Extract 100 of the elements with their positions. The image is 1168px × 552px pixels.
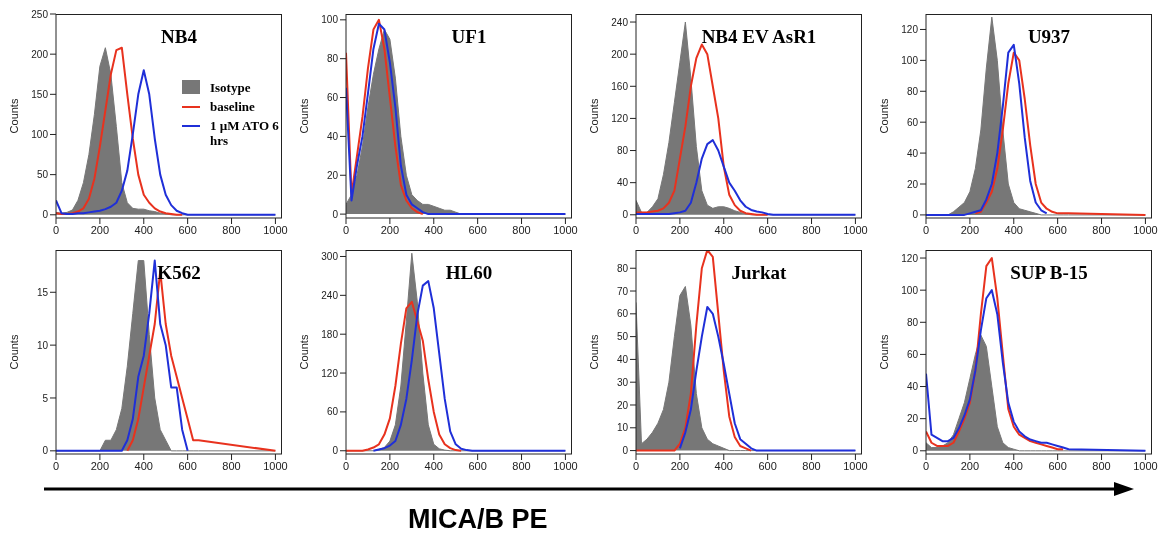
line-series <box>636 43 769 216</box>
y-tick-label: 160 <box>611 80 629 92</box>
legend-label: baseline <box>210 99 256 114</box>
y-axis-title: Counts <box>587 334 600 370</box>
y-axis-title: Counts <box>7 98 20 134</box>
x-tick-label: 600 <box>178 223 197 236</box>
y-tick-label: 5 <box>42 392 49 404</box>
x-tick-label: 400 <box>424 223 443 236</box>
x-tick-label: 800 <box>1092 459 1111 472</box>
y-tick-label: 50 <box>616 331 629 343</box>
text: U937 <box>1026 26 1072 48</box>
line-series <box>346 300 463 452</box>
y-tick-label: 240 <box>321 289 339 301</box>
y-tick-label: 40 <box>906 147 919 159</box>
x-tick-label: 400 <box>134 459 153 472</box>
y-tick-label: 10 <box>36 339 49 351</box>
x-tick-label: 800 <box>512 459 531 472</box>
y-tick-label: 0 <box>42 445 49 457</box>
y-tick-label: 0 <box>42 209 49 221</box>
y-tick-label: 300 <box>321 251 339 263</box>
x-tick-label: 1000 <box>553 459 578 472</box>
y-tick-label: 100 <box>31 129 49 141</box>
x-tick-label: 400 <box>1004 459 1023 472</box>
text: UF1 <box>450 26 488 48</box>
line-series <box>636 139 857 216</box>
y-tick-label: 100 <box>321 14 339 26</box>
x-tick-label: 0 <box>632 223 640 236</box>
y-tick-label: 0 <box>622 445 629 457</box>
y-tick-label: 50 <box>36 169 49 181</box>
x-tick-label: 400 <box>424 459 443 472</box>
x-tick-label: 0 <box>342 223 350 236</box>
x-tick-label: 600 <box>758 223 777 236</box>
x-tick-label: 600 <box>758 459 777 472</box>
x-tick-label: 200 <box>670 223 690 236</box>
y-tick-label: 120 <box>611 112 629 124</box>
x-tick-label: 800 <box>802 459 821 472</box>
y-tick-label: 10 <box>616 422 629 434</box>
legend-label: 1 µM ATO 6 hrs <box>210 118 280 148</box>
y-tick-label: 40 <box>616 177 629 189</box>
x-tick-label: 0 <box>922 459 930 472</box>
text: K562 <box>156 262 202 284</box>
y-tick-label: 200 <box>31 48 49 60</box>
x-tick-label: 400 <box>134 223 153 236</box>
y-tick-label: 40 <box>326 130 339 142</box>
x-tick-label: 200 <box>960 223 980 236</box>
y-tick-label: 60 <box>326 406 339 418</box>
y-tick-label: 240 <box>611 16 629 28</box>
text: NB4 <box>160 26 198 48</box>
y-tick-label: 80 <box>326 53 339 65</box>
x-tick-label: 800 <box>222 223 241 236</box>
y-tick-label: 60 <box>616 308 629 320</box>
x-tick-label: 800 <box>802 223 821 236</box>
text: NB4 EV AsR1 <box>700 26 818 48</box>
line-series <box>56 46 184 216</box>
x-tick-label: 400 <box>714 223 733 236</box>
x-tick-label: 600 <box>468 459 487 472</box>
text: HL60 <box>444 262 494 284</box>
x-tick-label: 600 <box>468 223 487 236</box>
y-tick-label: 0 <box>332 208 339 220</box>
y-tick-label: 180 <box>321 328 339 340</box>
y-axis-title: Counts <box>7 334 20 370</box>
x-tick-label: 200 <box>380 223 400 236</box>
x-tick-label: 1000 <box>1133 223 1158 236</box>
x-tick-label: 1000 <box>263 223 288 236</box>
text: MICA/B PE <box>408 504 548 535</box>
x-tick-label: 1000 <box>843 459 868 472</box>
y-tick-label: 80 <box>616 145 629 157</box>
y-tick-label: 80 <box>906 316 919 328</box>
x-tick-label: 800 <box>512 223 531 236</box>
y-tick-label: 20 <box>906 413 919 425</box>
x-tick-label: 1000 <box>553 223 578 236</box>
x-tick-label: 0 <box>632 459 640 472</box>
y-tick-label: 40 <box>616 353 629 365</box>
x-tick-label: 200 <box>90 223 110 236</box>
y-tick-label: 40 <box>906 381 919 393</box>
y-axis-title: Counts <box>877 334 890 370</box>
x-tick-label: 1000 <box>843 223 868 236</box>
y-axis-title: Counts <box>587 98 600 134</box>
y-tick-label: 20 <box>326 169 339 181</box>
y-tick-label: 60 <box>326 92 339 104</box>
legend-label: Isotype <box>210 80 252 95</box>
x-tick-label: 0 <box>52 223 60 236</box>
line-series <box>678 305 857 452</box>
y-tick-label: 100 <box>901 54 919 66</box>
y-tick-label: 0 <box>332 445 339 457</box>
x-tick-label: 200 <box>670 459 690 472</box>
y-tick-label: 20 <box>906 178 919 190</box>
y-axis-title: Counts <box>297 98 310 134</box>
x-tick-label: 400 <box>1004 223 1023 236</box>
y-tick-label: 80 <box>906 85 919 97</box>
x-tick-label: 400 <box>714 459 733 472</box>
y-tick-label: 60 <box>906 116 919 128</box>
x-tick-label: 200 <box>960 459 980 472</box>
x-tick-label: 600 <box>1048 459 1067 472</box>
y-tick-label: 20 <box>616 399 629 411</box>
line-series <box>372 280 567 452</box>
y-tick-label: 60 <box>906 348 919 360</box>
y-tick-label: 0 <box>912 209 919 221</box>
text: Jurkat <box>730 262 788 284</box>
y-tick-label: 120 <box>901 24 919 35</box>
